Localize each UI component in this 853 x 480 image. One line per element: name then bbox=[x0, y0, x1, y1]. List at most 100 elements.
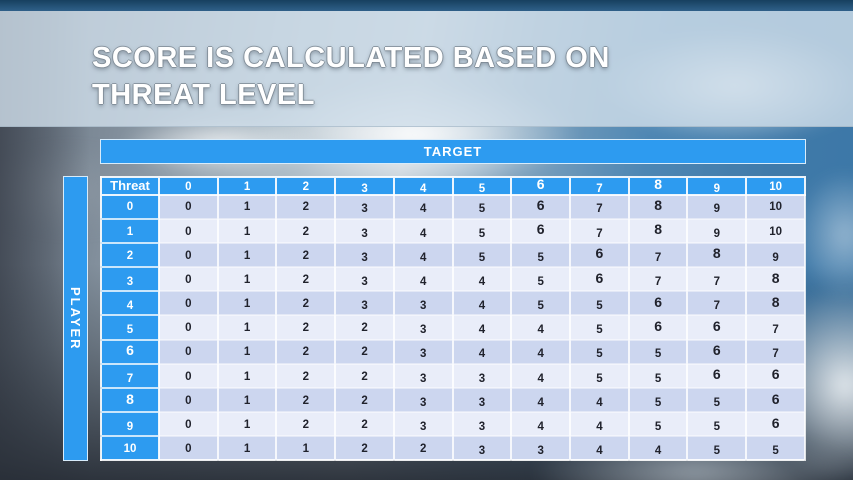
score-cell: 4 bbox=[511, 362, 572, 388]
score-cell: 2 bbox=[335, 314, 395, 340]
score-cell: 10 bbox=[746, 193, 806, 219]
score-cell: 5 bbox=[511, 266, 572, 292]
score-cell: 2 bbox=[276, 241, 337, 268]
score-cell: 3 bbox=[452, 411, 513, 437]
target-axis-label: TARGET bbox=[100, 139, 806, 164]
score-cell: 2 bbox=[276, 193, 337, 219]
score-cell: 0 bbox=[159, 217, 219, 243]
top-edge-band bbox=[0, 0, 853, 11]
score-cell: 6 bbox=[746, 386, 806, 413]
score-cell: 6 bbox=[628, 314, 689, 340]
score-cell: 5 bbox=[452, 217, 513, 243]
score-cell: 3 bbox=[335, 217, 395, 243]
score-cell: 2 bbox=[393, 435, 454, 460]
score-cell: 5 bbox=[628, 362, 689, 388]
score-cell: 5 bbox=[452, 241, 513, 268]
threat-row-header-2: 2 bbox=[101, 241, 160, 268]
slide-title: SCORE IS CALCULATED BASED ON THREAT LEVE… bbox=[92, 11, 610, 114]
score-cell: 7 bbox=[628, 241, 689, 268]
score-cell: 3 bbox=[452, 362, 513, 388]
score-cell: 9 bbox=[687, 193, 748, 219]
score-cell: 10 bbox=[746, 217, 806, 243]
score-cell: 5 bbox=[687, 386, 748, 413]
score-cell: 3 bbox=[393, 290, 454, 316]
score-cell: 0 bbox=[159, 435, 219, 460]
score-cell: 2 bbox=[335, 435, 395, 460]
player-axis-text: PLAYER bbox=[68, 286, 83, 351]
score-row-threat-0: 0 0 1 2 3 4 5 6 7 8 9 10 bbox=[101, 193, 806, 219]
score-cell: 3 bbox=[393, 411, 454, 437]
score-cell: 5 bbox=[628, 386, 689, 413]
score-cell: 5 bbox=[628, 411, 689, 437]
score-cell: 4 bbox=[393, 193, 454, 219]
score-cell: 0 bbox=[159, 266, 219, 292]
score-cell: 1 bbox=[217, 435, 278, 460]
title-line-2: THREAT LEVEL bbox=[92, 79, 315, 111]
score-cell: 5 bbox=[746, 435, 806, 460]
score-cell: 2 bbox=[276, 362, 337, 388]
score-cell: 2 bbox=[276, 290, 337, 316]
score-cell: 1 bbox=[217, 314, 278, 340]
score-cell: 4 bbox=[570, 411, 630, 437]
score-cell: 7 bbox=[687, 266, 748, 292]
score-cell: 4 bbox=[511, 386, 572, 413]
score-cell: 5 bbox=[511, 290, 572, 316]
score-cell: 1 bbox=[217, 193, 278, 219]
score-cell: 5 bbox=[452, 193, 513, 219]
score-cell: 4 bbox=[570, 435, 630, 460]
score-cell: 1 bbox=[217, 266, 278, 292]
score-matrix-body: 0 0 1 2 3 4 5 6 7 8 9 10 1 0 1 2 3 4 5 6 7 8 9 10 2 0 1 2 3 4 5 5 6 7 8 9 3 0… bbox=[101, 193, 806, 460]
score-cell: 3 bbox=[393, 314, 454, 340]
score-cell: 0 bbox=[159, 193, 219, 219]
score-cell: 4 bbox=[452, 290, 513, 316]
score-cell: 5 bbox=[570, 338, 630, 364]
score-cell: 2 bbox=[276, 314, 337, 340]
score-cell: 9 bbox=[746, 241, 806, 268]
score-cell: 6 bbox=[511, 217, 572, 243]
threat-row-header-7: 7 bbox=[101, 362, 160, 388]
score-cell: 3 bbox=[452, 386, 513, 413]
threat-row-header-0: 0 bbox=[101, 193, 160, 219]
score-cell: 0 bbox=[159, 314, 219, 340]
score-cell: 5 bbox=[687, 435, 748, 460]
score-cell: 4 bbox=[452, 266, 513, 292]
score-cell: 0 bbox=[159, 411, 219, 437]
score-cell: 8 bbox=[628, 193, 689, 219]
score-cell: 4 bbox=[511, 338, 572, 364]
score-cell: 1 bbox=[217, 386, 278, 413]
score-cell: 3 bbox=[393, 386, 454, 413]
score-cell: 2 bbox=[335, 362, 395, 388]
threat-row-header-8: 8 bbox=[101, 386, 160, 413]
threat-row-header-9: 9 bbox=[101, 411, 160, 437]
score-cell: 2 bbox=[276, 217, 337, 243]
score-cell: 7 bbox=[746, 314, 806, 340]
score-cell: 7 bbox=[628, 266, 689, 292]
score-cell: 5 bbox=[570, 290, 630, 316]
score-cell: 4 bbox=[628, 435, 689, 460]
score-cell: 5 bbox=[570, 362, 630, 388]
player-axis-label: PLAYER bbox=[63, 176, 88, 461]
score-cell: 3 bbox=[335, 193, 395, 219]
target-col-header-1: 1 bbox=[217, 177, 278, 196]
score-cell: 1 bbox=[217, 241, 278, 268]
threat-row-header-4: 4 bbox=[101, 290, 160, 316]
score-cell: 3 bbox=[452, 435, 513, 460]
score-cell: 7 bbox=[687, 290, 748, 316]
score-cell: 4 bbox=[452, 314, 513, 340]
score-row-threat-1: 1 0 1 2 3 4 5 6 7 8 9 10 bbox=[101, 217, 806, 243]
score-cell: 5 bbox=[511, 241, 572, 268]
target-col-header-6: 6 bbox=[511, 177, 572, 196]
score-cell: 6 bbox=[746, 362, 806, 388]
score-cell: 2 bbox=[276, 386, 337, 413]
target-col-header-0: 0 bbox=[159, 177, 219, 196]
score-cell: 4 bbox=[393, 266, 454, 292]
score-cell: 3 bbox=[511, 435, 572, 460]
score-cell: 8 bbox=[746, 266, 806, 292]
target-col-header-5: 5 bbox=[452, 177, 513, 196]
score-cell: 6 bbox=[570, 266, 630, 292]
